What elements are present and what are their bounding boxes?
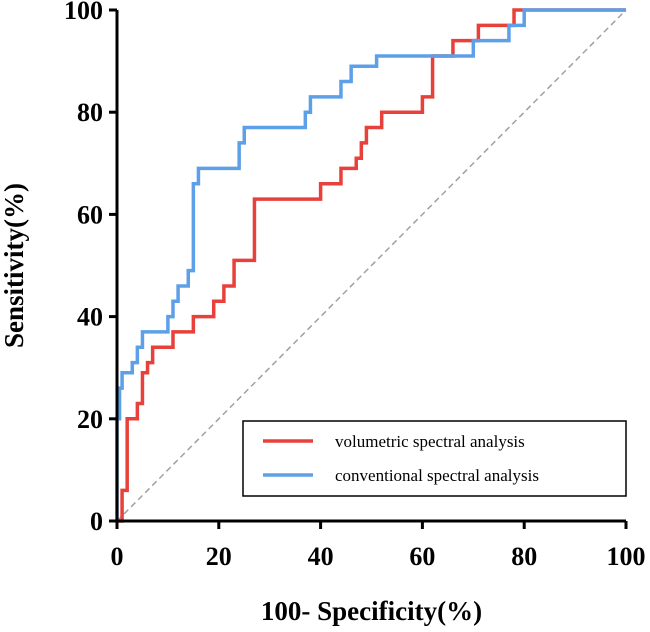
y-tick-label: 100 (64, 0, 103, 25)
legend-label-volumetric: volumetric spectral analysis (335, 432, 525, 451)
y-tick-label: 80 (77, 98, 103, 127)
legend-box (242, 420, 627, 497)
y-axis-title: Sensitivity(%) (0, 183, 29, 348)
legend-label-conventional: conventional spectral analysis (335, 466, 539, 485)
y-tick-label: 0 (90, 507, 103, 536)
plot-area: 0 20 40 60 80 100 0 20 40 60 80 100 (64, 0, 646, 571)
x-tick-label: 80 (511, 542, 537, 571)
series-group (115, 8, 626, 523)
x-tick-label: 0 (111, 542, 124, 571)
x-axis-title: 100- Specificity(%) (261, 596, 482, 626)
y-tick-label: 60 (77, 200, 103, 229)
x-tick-label: 20 (206, 542, 232, 571)
x-ticks: 0 20 40 60 80 100 (111, 521, 646, 571)
legend: volumetric spectral analysis conventiona… (242, 420, 627, 497)
series-line-volumetric-curve (117, 8, 626, 523)
x-tick-label: 100 (607, 542, 646, 571)
x-tick-label: 40 (308, 542, 334, 571)
y-ticks: 0 20 40 60 80 100 (64, 0, 117, 536)
y-tick-label: 40 (77, 303, 103, 332)
reference-diagonal-line (116, 9, 627, 522)
x-tick-label: 60 (409, 542, 435, 571)
series-line-conventional-curve (115, 8, 626, 521)
y-tick-label: 20 (77, 405, 103, 434)
